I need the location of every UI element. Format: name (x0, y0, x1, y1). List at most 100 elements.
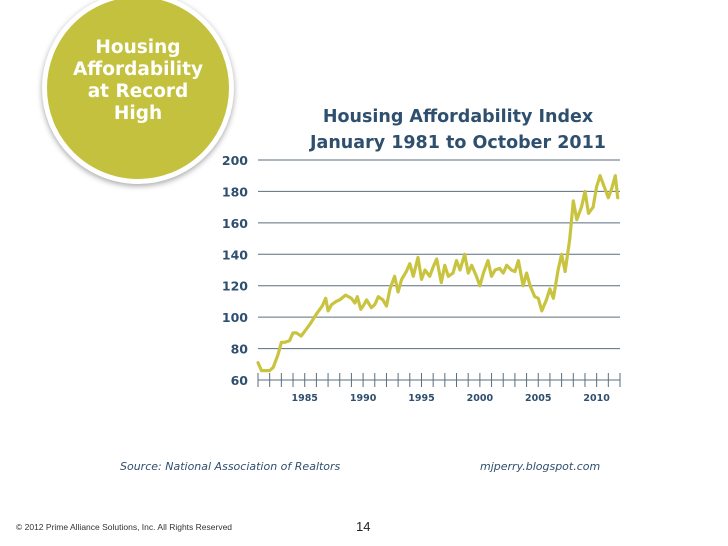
y-tick-label: 100 (222, 310, 248, 325)
data-point (385, 305, 388, 308)
data-point (377, 295, 380, 298)
data-point (564, 270, 567, 273)
data-point (514, 270, 516, 273)
chart-title: Housing Affordability Index January 1981… (282, 104, 634, 156)
x-tick-label: 1990 (350, 393, 377, 404)
data-point (525, 272, 528, 275)
data-point (265, 369, 268, 372)
data-point (463, 253, 466, 256)
y-tick-label: 60 (231, 373, 249, 388)
data-point (359, 308, 362, 311)
data-point (417, 256, 419, 259)
data-point (276, 353, 279, 356)
data-point (494, 269, 496, 271)
data-point (447, 275, 450, 278)
data-point (595, 185, 598, 188)
data-point (272, 366, 275, 369)
data-point (607, 196, 610, 199)
data-point (517, 259, 520, 262)
data-point (592, 206, 595, 209)
data-point (370, 306, 373, 309)
data-point (432, 265, 435, 268)
credit-note: mjperry.blogspot.com (480, 460, 601, 473)
data-point (365, 298, 368, 301)
data-point (475, 275, 478, 278)
data-point (470, 264, 473, 267)
data-point (393, 275, 396, 278)
data-point (587, 212, 590, 215)
data-point (584, 190, 586, 193)
data-point (522, 284, 524, 287)
data-point (502, 272, 505, 275)
headline-badge: Housing Affordability at Record High (42, 0, 234, 184)
data-point (400, 278, 403, 281)
data-point (373, 303, 376, 306)
data-point (315, 313, 318, 315)
page-number: 14 (356, 519, 371, 534)
data-point (309, 322, 312, 325)
data-point (599, 174, 602, 177)
data-point (283, 341, 286, 344)
data-point (335, 300, 338, 303)
y-tick-label: 160 (222, 216, 248, 231)
data-point (389, 287, 391, 290)
data-point (552, 297, 555, 300)
data-point (443, 264, 446, 267)
data-point (610, 187, 613, 190)
data-point (580, 206, 583, 209)
data-point (452, 272, 454, 275)
data-point (435, 258, 438, 260)
data-point (295, 331, 298, 334)
data-point (324, 297, 327, 300)
data-point (260, 369, 263, 372)
data-point (560, 253, 563, 256)
x-tick-label: 2005 (525, 393, 551, 404)
data-point (354, 302, 356, 304)
data-point (257, 361, 259, 364)
data-point (505, 264, 508, 267)
y-tick-label: 80 (231, 342, 249, 357)
data-point (467, 272, 470, 275)
data-point (614, 174, 617, 177)
copyright-text: © 2012 Prime Alliance Solutions, Inc. Al… (16, 522, 233, 532)
data-point (397, 291, 400, 293)
badge-text: Housing Affordability at Record High (47, 37, 229, 125)
data-point (362, 305, 364, 308)
data-point (412, 275, 415, 278)
x-tick-label: 2010 (583, 393, 610, 404)
data-point (268, 369, 271, 372)
data-point (545, 298, 548, 301)
data-point (321, 305, 324, 308)
data-point (405, 270, 408, 273)
data-point (420, 278, 423, 281)
badge-line: High (113, 103, 163, 124)
data-point (382, 298, 384, 301)
data-point (603, 187, 606, 190)
data-point (350, 297, 353, 300)
y-tick-label: 200 (222, 153, 248, 168)
data-point (478, 284, 481, 287)
data-point (575, 218, 578, 221)
data-point (455, 259, 458, 262)
data-point (498, 267, 501, 270)
data-point (424, 269, 426, 271)
badge-line: at Record (87, 81, 189, 102)
data-point (303, 330, 306, 333)
data-point (557, 269, 560, 271)
x-tick-label: 1995 (408, 393, 434, 404)
badge-line: Affordability (72, 59, 204, 80)
data-point (459, 269, 461, 271)
data-point (490, 275, 493, 278)
data-point (482, 272, 485, 275)
data-point (540, 309, 543, 312)
data-point (338, 298, 341, 301)
y-tick-label: 140 (222, 247, 248, 262)
data-point (428, 275, 431, 278)
badge-line: Housing (95, 37, 181, 58)
data-point (300, 335, 303, 337)
data-point (537, 297, 540, 300)
data-point (549, 287, 551, 290)
chart-title-line: Housing Affordability Index (322, 107, 594, 127)
